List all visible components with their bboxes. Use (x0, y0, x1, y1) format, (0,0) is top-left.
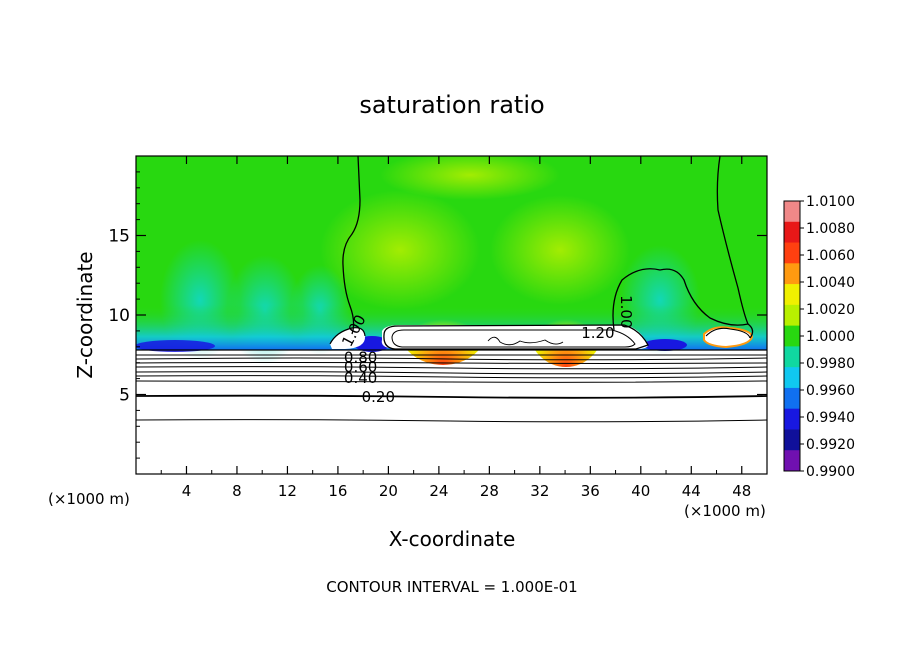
y-axis-label: Z-coordinate (73, 251, 97, 378)
contour-1.00-cloud (383, 324, 649, 350)
x-tick-label: 20 (379, 482, 398, 500)
colorbar-swatch (784, 263, 800, 285)
x-axis-unit-left: (×1000 m) (48, 490, 130, 508)
colorbar-label: 0.9920 (806, 437, 855, 453)
x-tick-label: 16 (328, 482, 347, 500)
colorbar-label: 0.9960 (806, 383, 855, 399)
contour-right-cloud (705, 327, 751, 339)
lime-patch-left (320, 190, 480, 310)
colorbar-swatch (784, 221, 800, 244)
colorbar-swatch (784, 201, 800, 223)
colorbar-swatch (784, 284, 800, 306)
contour-left-cloud (329, 327, 366, 345)
x-axis-label: X-coordinate (389, 527, 516, 551)
x-tick-label: 36 (581, 482, 600, 500)
y-axis: 5 10 15 (108, 171, 767, 459)
x-tick-label: 12 (278, 482, 297, 500)
cloud-white-right (703, 326, 754, 349)
colorbar-label: 1.0000 (806, 329, 855, 345)
colorbar-swatch (784, 429, 800, 451)
contour-inner-detail (487, 336, 564, 346)
subsaturated-contours (136, 349, 767, 423)
cloud-white-left (330, 327, 366, 349)
saturation-field (136, 156, 767, 474)
contour-label: 0.20 (362, 388, 395, 406)
blue-patch-right (643, 339, 687, 351)
x-axis-unit-right: (×1000 m) (684, 502, 766, 520)
colorbar-label: 1.0040 (806, 275, 855, 291)
colorbar-label: 0.9900 (806, 464, 855, 480)
y-tick-label: 5 (119, 386, 130, 406)
y-tick-label: 10 (108, 306, 130, 326)
chart-title: saturation ratio (359, 91, 544, 119)
contour-interval-note: CONTOUR INTERVAL = 1.000E-01 (326, 578, 577, 596)
lime-patch-top (380, 156, 560, 200)
x-tick-label: 32 (530, 482, 549, 500)
x-axis: 4 8 12 16 20 24 28 32 36 40 44 48 (160, 156, 751, 500)
colorbar-label: 1.0020 (806, 302, 855, 318)
colorbar-swatch (784, 367, 800, 389)
contour-label: 1.20 (581, 324, 614, 342)
x-tick-label: 24 (429, 482, 448, 500)
contour-label: 0.80 (344, 348, 377, 366)
colorbar: 1.0100 1.0080 1.0060 1.0040 1.0020 1.0000 0.99… (783, 194, 855, 480)
x-tick-label: 8 (232, 482, 242, 500)
contour-label: 0.60 (344, 358, 377, 376)
cloud-white-main (381, 325, 648, 349)
x-tick-label: 44 (682, 482, 701, 500)
contour-label: 1.00 (617, 295, 635, 328)
colorbar-swatch (784, 325, 800, 347)
x-tick-label: 28 (480, 482, 499, 500)
blue-patch-left (136, 340, 215, 352)
colorbar-swatch (784, 242, 800, 264)
colorbar-swatch (784, 346, 800, 368)
contour-label: 0.40 (344, 369, 377, 387)
colorbar-swatch (784, 450, 800, 472)
x-tick-label: 4 (182, 482, 192, 500)
contour-1.00-top-right (716, 156, 749, 325)
lime-patch-right (490, 195, 630, 305)
colorbar-label: 0.9940 (806, 410, 855, 426)
contour-1.20-cloud (391, 329, 636, 348)
colorbar-label: 0.9980 (806, 356, 855, 372)
contour-1.00-left (342, 156, 361, 335)
colorbar-swatch (784, 408, 800, 430)
colorbar-label: 1.0080 (806, 221, 855, 237)
x-tick-label: 48 (732, 482, 751, 500)
x-tick-label: 40 (631, 482, 650, 500)
y-tick-label: 15 (108, 227, 130, 247)
colorbar-swatch (784, 387, 800, 410)
colorbar-label: 1.0060 (806, 248, 855, 264)
colorbar-label: 1.0100 (806, 194, 855, 210)
colorbar-swatch (784, 304, 800, 327)
